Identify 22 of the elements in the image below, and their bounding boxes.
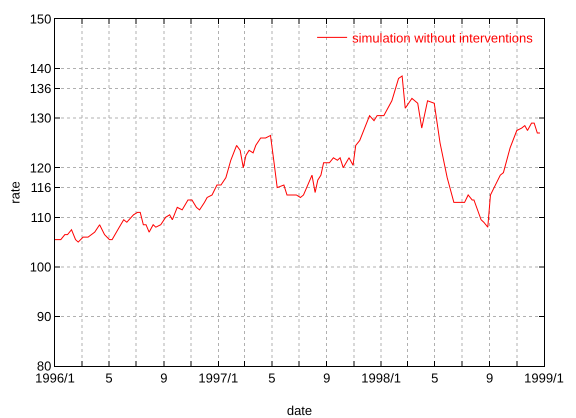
x-tick-label: 9: [160, 370, 168, 386]
y-tick-label: 90: [36, 308, 52, 324]
line-series: [55, 76, 540, 243]
x-tick-label: 9: [486, 370, 494, 386]
x-tick-label: 1998/1: [361, 370, 402, 386]
y-tick-label: 110: [30, 210, 52, 225]
x-tick-label: 1997/1: [198, 370, 238, 386]
y-axis-title: rate: [8, 181, 23, 204]
x-tick-label: 1999/1: [524, 370, 564, 386]
y-tick-label: 130: [30, 110, 52, 126]
y-tick-label: 136: [30, 80, 52, 96]
y-tick-label: 150: [30, 12, 52, 27]
x-tick-label: 5: [105, 370, 113, 386]
x-axis-title: date: [286, 403, 312, 418]
y-tick-label: 140: [30, 61, 52, 76]
x-tick-label: 5: [431, 370, 438, 386]
y-tick-label: 116: [30, 180, 52, 196]
y-tick-label: 120: [30, 160, 52, 176]
y-tick-label: 100: [30, 259, 52, 274]
legend-label: simulation without interventions: [352, 30, 534, 46]
x-tick-label: 9: [323, 370, 330, 386]
x-tick-label: 5: [268, 370, 276, 386]
